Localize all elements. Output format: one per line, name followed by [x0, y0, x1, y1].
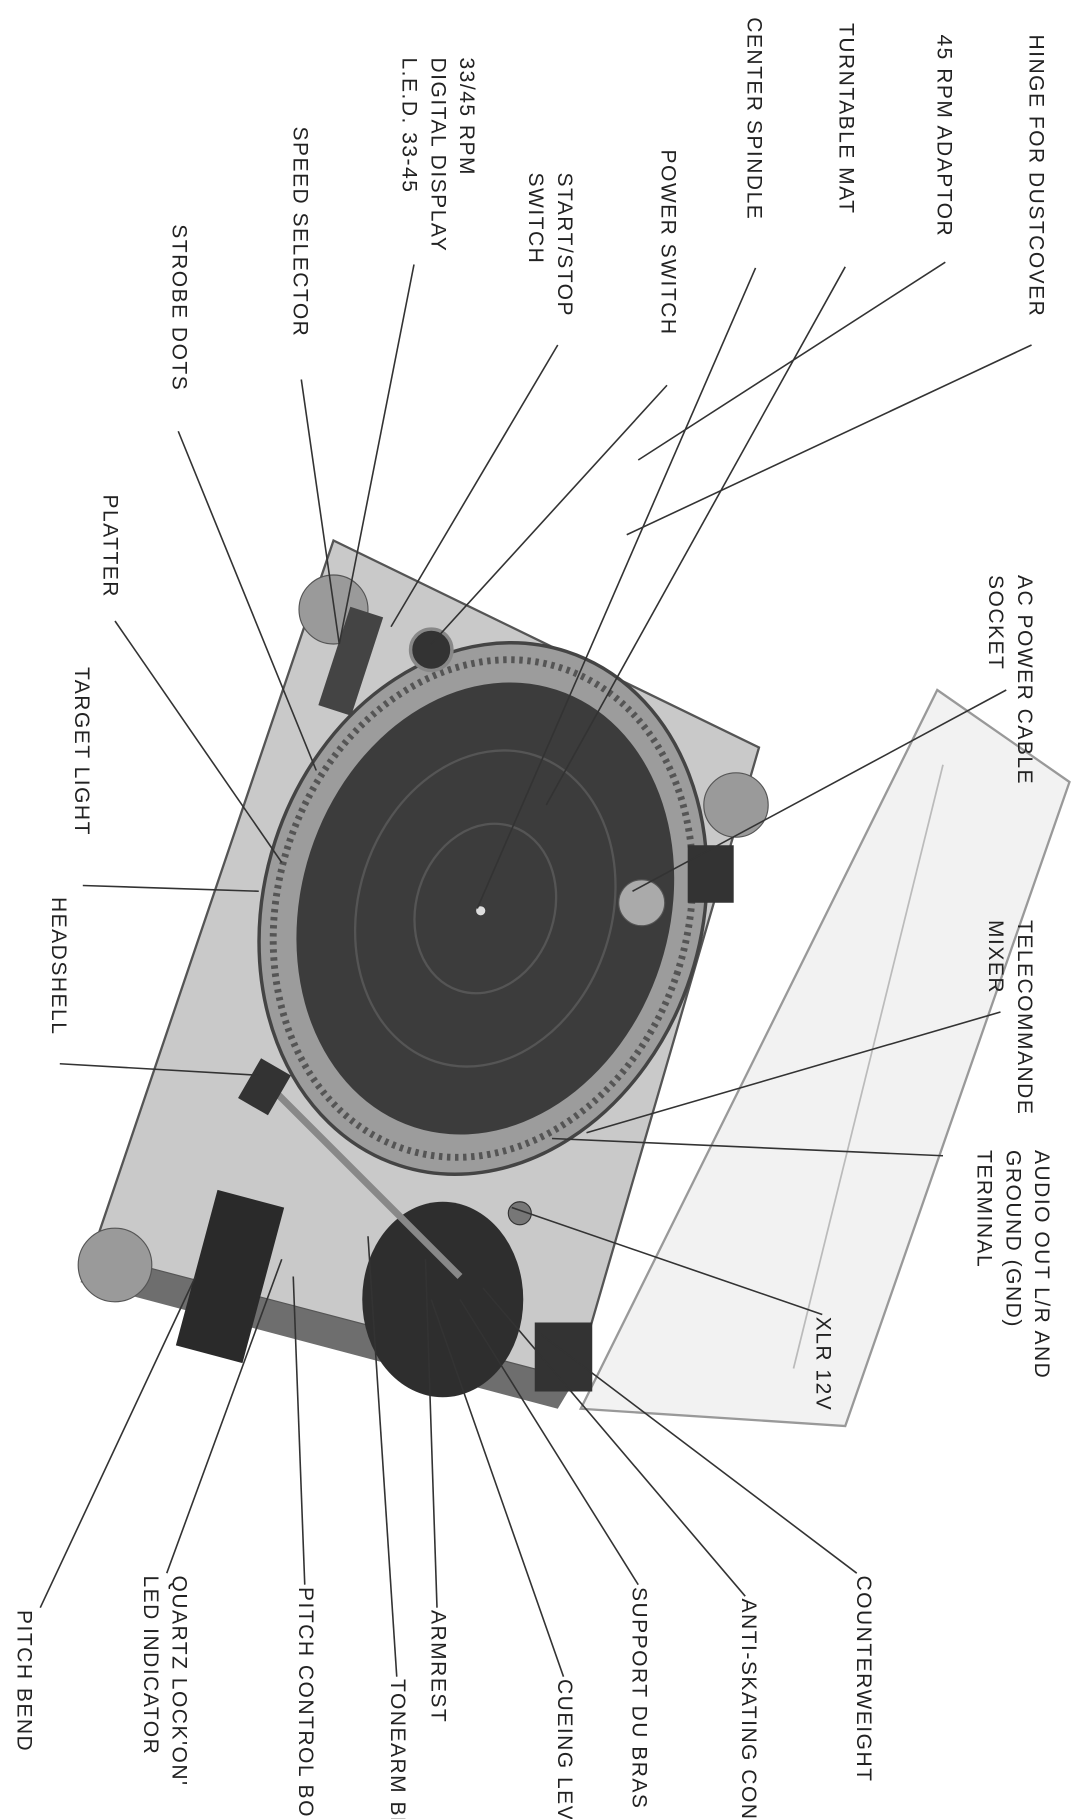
label: GROUND (GND)	[1001, 1150, 1024, 1328]
adaptor	[618, 879, 666, 927]
label: TERMINAL	[973, 1150, 996, 1268]
label: AC POWER CABLE	[1013, 575, 1036, 785]
label: ARMREST	[426, 1610, 449, 1723]
leader-line	[292, 1276, 306, 1585]
leader-line	[551, 1137, 944, 1157]
label: STROBE DOTS	[168, 224, 191, 391]
leader-line	[165, 1258, 283, 1574]
label: 45 RPM ADAPTOR	[932, 35, 955, 238]
label: COUNTERWEIGHT	[852, 1576, 875, 1783]
label: SPEED SELECTOR	[288, 127, 311, 338]
turntable-mat	[296, 682, 675, 1135]
label: HINGE FOR DUSTCOVER	[1024, 35, 1047, 318]
leader-line	[300, 379, 341, 645]
label: AUDIO OUT L/R AND	[1030, 1150, 1053, 1379]
label: L.E.D. 33-45	[398, 58, 421, 194]
leader-line	[637, 261, 946, 461]
headshell	[238, 1058, 291, 1116]
leader-line	[177, 430, 317, 771]
leader-line	[586, 1011, 1001, 1134]
leader-line	[367, 1236, 398, 1677]
label: TELECOMMANDE	[1013, 920, 1036, 1115]
label: TARGET LIGHT	[70, 667, 93, 836]
label: SWITCH	[524, 173, 547, 265]
label: START/STOP	[553, 173, 576, 318]
spindle	[476, 906, 486, 916]
leader-line	[632, 689, 1007, 892]
label: POWER SWITCH	[656, 150, 679, 336]
label: TONEARM BRAS	[386, 1679, 409, 1819]
counterweight-box	[534, 1322, 593, 1392]
leader-line	[82, 884, 259, 893]
ac-socket	[687, 845, 734, 903]
mat-ring	[413, 822, 558, 995]
leader-line	[424, 1259, 438, 1608]
label: CENTER SPINDLE	[743, 17, 766, 220]
leader-line	[459, 1299, 639, 1586]
dustcover-edge	[792, 764, 944, 1369]
leader-line	[540, 1333, 858, 1574]
label: SUPPORT DU BRAS	[628, 1587, 651, 1809]
labels: HINGE FOR DUSTCOVER 45 RPM ADAPTOR TURNTAB…	[12, 17, 1053, 1819]
tonearm	[262, 1078, 463, 1279]
leader-line	[338, 264, 415, 645]
label: ANTI-SKATING CONTROL	[737, 1599, 760, 1819]
label: PITCH BEND	[12, 1610, 35, 1752]
foot	[77, 1227, 153, 1303]
leader-line	[511, 1206, 823, 1316]
label: PITCH CONTROL BOUTON	[294, 1587, 317, 1819]
leader-line	[430, 384, 668, 645]
label: XLR 12V	[812, 1317, 835, 1412]
leader-line	[114, 620, 283, 863]
label: 33/45 RPM	[455, 58, 478, 177]
leader-line	[39, 1276, 197, 1609]
start-stop	[318, 606, 384, 716]
leader-line	[476, 267, 757, 909]
leader-line	[545, 266, 846, 806]
label: CUEING LEVER	[553, 1679, 576, 1819]
turntable-drawing	[77, 538, 1071, 1428]
label: SOCKET	[984, 575, 1007, 670]
label: MIXER	[984, 920, 1007, 994]
arm-base	[362, 1201, 524, 1398]
leader-line	[59, 1062, 259, 1077]
label: TURNTABLE MAT	[835, 23, 858, 214]
leader-line	[390, 344, 559, 628]
strobe-dots	[269, 656, 697, 1161]
foot	[703, 772, 769, 838]
leader-line	[626, 344, 1032, 536]
dustcover	[578, 688, 1071, 1428]
label: LED INDICATOR	[139, 1576, 162, 1756]
leader-line	[430, 1299, 565, 1677]
mat-ring	[353, 749, 617, 1068]
leader-line	[482, 1287, 746, 1597]
label: QUARTZ LOCK'ON'	[168, 1576, 191, 1787]
pitch-slider	[175, 1189, 285, 1364]
power-switch	[408, 627, 454, 673]
label: PLATTER	[99, 495, 122, 598]
label: HEADSHELL	[47, 897, 70, 1035]
label: DIGITAL DISPLAY	[426, 58, 449, 253]
